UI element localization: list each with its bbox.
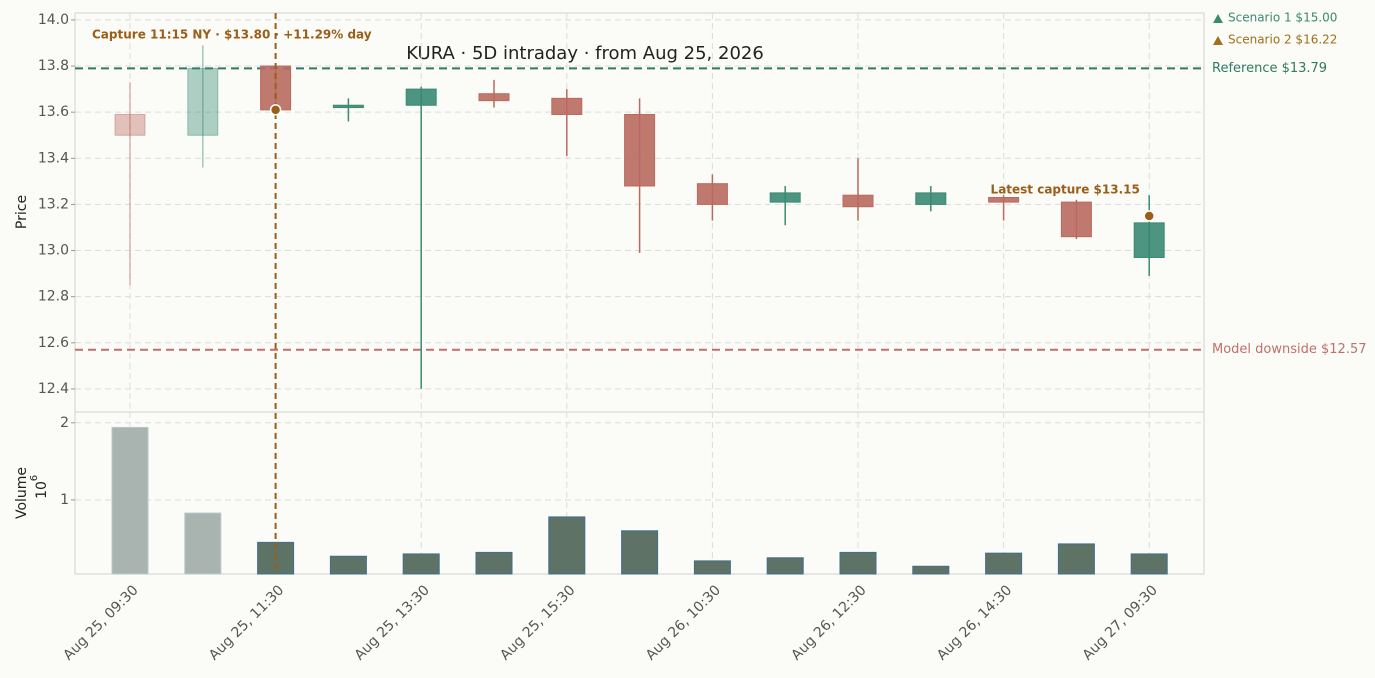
- candle-body: [769, 192, 801, 203]
- volume-tick-label: 2: [60, 415, 69, 431]
- y-tick-label: 12.8: [38, 289, 69, 305]
- reference-label: Model downside $12.57: [1212, 342, 1367, 357]
- x-tick-label: Aug 25, 09:30: [60, 582, 141, 663]
- volume-scale-power: 6: [29, 475, 40, 481]
- volume-bar: [839, 551, 877, 575]
- volume-tick-label: 1: [60, 492, 69, 508]
- chart-title: KURA · 5D intraday · from Aug 25, 2026: [406, 43, 764, 64]
- y-tick-label: 12.4: [38, 381, 69, 397]
- volume-bar: [766, 557, 804, 575]
- candle-body: [114, 113, 146, 136]
- volume-bar: [402, 553, 440, 575]
- volume-bar: [693, 560, 731, 575]
- volume-bar: [621, 530, 659, 575]
- candle-body: [1060, 201, 1092, 238]
- x-tick-label: Aug 26, 12:30: [788, 582, 869, 663]
- volume-bar: [475, 551, 513, 575]
- volume-bar: [548, 516, 586, 575]
- candle-body: [187, 67, 219, 136]
- volume-bar: [1130, 553, 1168, 575]
- candle-body: [842, 194, 874, 208]
- capture-marker: [1143, 210, 1155, 222]
- candle-body: [405, 88, 437, 106]
- candle-body: [1133, 222, 1165, 258]
- x-tick-label: Aug 26, 10:30: [643, 582, 724, 663]
- candle-body: [624, 113, 656, 187]
- y-tick-label: 13.0: [38, 243, 69, 259]
- y-tick-label: 13.6: [38, 104, 69, 120]
- volume-bar: [329, 555, 367, 575]
- volume-bar: [1057, 543, 1095, 575]
- y-tick-label: 12.6: [38, 335, 69, 351]
- volume-bar: [111, 426, 149, 575]
- volume-scale-base: 10: [34, 481, 50, 499]
- x-tick-label: Aug 27, 09:30: [1080, 582, 1161, 663]
- latest-label: Latest capture $13.15: [991, 183, 1140, 197]
- target-marker: [1213, 14, 1223, 23]
- y-tick-label: 14.0: [38, 12, 69, 28]
- capture-label: Capture 11:15 NY · $13.80 · +11.29% day: [92, 28, 372, 42]
- y-tick-label: 13.4: [38, 150, 69, 166]
- volume-bar: [985, 552, 1023, 575]
- volume-bar: [184, 512, 222, 575]
- capture-marker: [269, 104, 282, 116]
- target-label: Scenario 1 $15.00: [1228, 11, 1337, 25]
- volume-bar: [912, 565, 950, 575]
- candle-body: [915, 192, 947, 205]
- candle-body: [988, 197, 1020, 203]
- target-marker: [1213, 36, 1223, 45]
- target-label: Scenario 2 $16.22: [1228, 33, 1337, 47]
- x-tick-label: Aug 25, 11:30: [206, 582, 287, 663]
- x-tick-label: Aug 26, 14:30: [934, 582, 1015, 663]
- candle-body: [332, 104, 364, 109]
- y-tick-label: 13.2: [38, 196, 69, 212]
- x-tick-label: Aug 25, 15:30: [497, 582, 578, 663]
- y-axis-label: Price: [14, 195, 30, 229]
- candle-body: [551, 97, 583, 115]
- x-tick-label: Aug 25, 13:30: [352, 582, 433, 663]
- candle-body: [478, 93, 510, 102]
- y-tick-label: 13.8: [38, 58, 69, 74]
- volume-axis-label: Volume: [14, 467, 30, 519]
- candle-body: [696, 183, 728, 205]
- reference-label: Reference $13.79: [1212, 61, 1327, 76]
